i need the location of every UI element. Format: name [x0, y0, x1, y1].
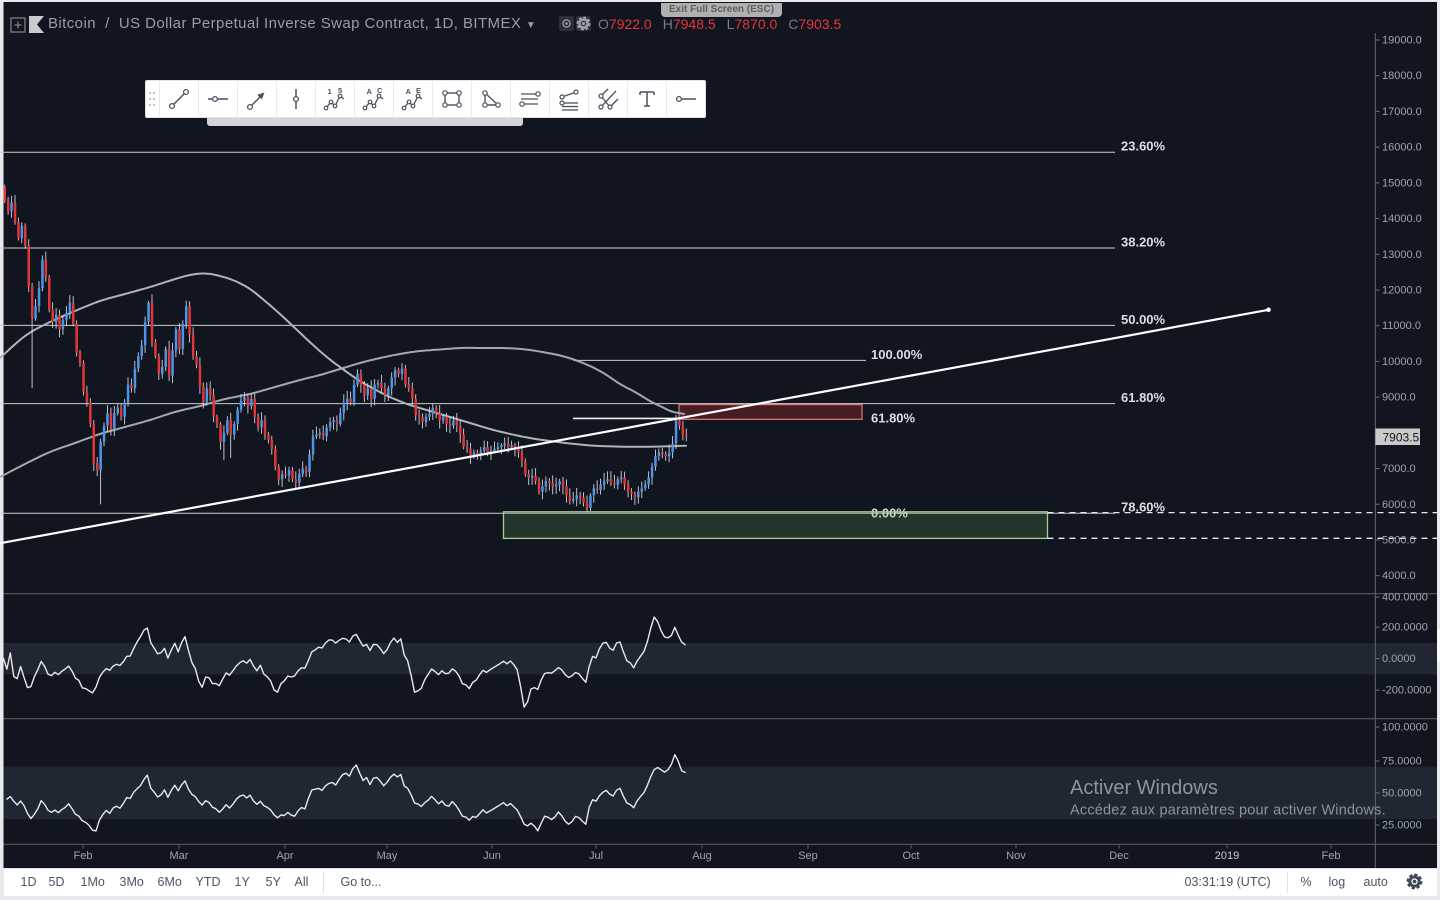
svg-text:50.00%: 50.00%: [1121, 312, 1166, 327]
svg-text:Feb: Feb: [1322, 850, 1341, 862]
svg-text:E: E: [416, 87, 421, 95]
svg-text:Sep: Sep: [798, 850, 818, 862]
svg-text:5000.0: 5000.0: [1382, 535, 1416, 547]
svg-text:Dec: Dec: [1109, 850, 1129, 862]
svg-text:5: 5: [338, 87, 342, 95]
svg-text:Aug: Aug: [692, 850, 712, 862]
svg-text:38.20%: 38.20%: [1121, 234, 1166, 249]
svg-text:2019: 2019: [1215, 850, 1239, 862]
svg-text:100.0000: 100.0000: [1382, 722, 1428, 734]
svg-text:May: May: [377, 850, 398, 862]
svg-text:4000.0: 4000.0: [1382, 570, 1416, 582]
svg-text:A: A: [406, 87, 412, 96]
svg-text:Activer Windows: Activer Windows: [1070, 777, 1218, 799]
svg-text:50.0000: 50.0000: [1382, 788, 1422, 800]
svg-text:Jul: Jul: [589, 850, 603, 862]
svg-text:61.80%: 61.80%: [1121, 390, 1166, 405]
svg-text:10000.0: 10000.0: [1382, 356, 1422, 368]
svg-text:100.00%: 100.00%: [871, 347, 923, 362]
svg-text:Jun: Jun: [483, 850, 501, 862]
svg-text:0.00%: 0.00%: [871, 506, 908, 521]
svg-text:19000.0: 19000.0: [1382, 35, 1422, 47]
svg-text:23.60%: 23.60%: [1121, 139, 1166, 154]
svg-text:C: C: [377, 87, 383, 95]
svg-text:Oct: Oct: [902, 850, 919, 862]
svg-text:11000.0: 11000.0: [1382, 320, 1421, 332]
svg-text:12000.0: 12000.0: [1382, 285, 1422, 297]
svg-text:Accédez aux paramètres pour ac: Accédez aux paramètres pour activer Wind…: [1070, 803, 1386, 819]
svg-text:6000.0: 6000.0: [1382, 499, 1416, 511]
svg-text:Mar: Mar: [170, 850, 189, 862]
svg-text:A: A: [367, 87, 373, 96]
svg-text:Apr: Apr: [276, 850, 293, 862]
svg-text:1: 1: [328, 87, 332, 96]
svg-text:Nov: Nov: [1006, 850, 1026, 862]
svg-text:7903.5: 7903.5: [1383, 430, 1420, 444]
svg-text:18000.0: 18000.0: [1382, 70, 1422, 82]
svg-text:15000.0: 15000.0: [1382, 177, 1422, 189]
svg-text:400.0000: 400.0000: [1382, 592, 1428, 604]
svg-text:17000.0: 17000.0: [1382, 106, 1422, 118]
svg-text:14000.0: 14000.0: [1382, 213, 1422, 225]
svg-text:25.0000: 25.0000: [1382, 820, 1422, 832]
svg-text:16000.0: 16000.0: [1382, 142, 1422, 154]
svg-text:-200.0000: -200.0000: [1382, 685, 1432, 697]
svg-text:0.0000: 0.0000: [1382, 653, 1416, 665]
svg-text:78.60%: 78.60%: [1121, 500, 1166, 515]
svg-text:9000.0: 9000.0: [1382, 392, 1416, 404]
svg-text:61.80%: 61.80%: [871, 411, 916, 426]
svg-text:200.0000: 200.0000: [1382, 622, 1428, 634]
svg-text:75.0000: 75.0000: [1382, 756, 1422, 768]
svg-text:Feb: Feb: [74, 850, 93, 862]
svg-text:13000.0: 13000.0: [1382, 249, 1422, 261]
svg-text:7000.0: 7000.0: [1382, 463, 1416, 475]
